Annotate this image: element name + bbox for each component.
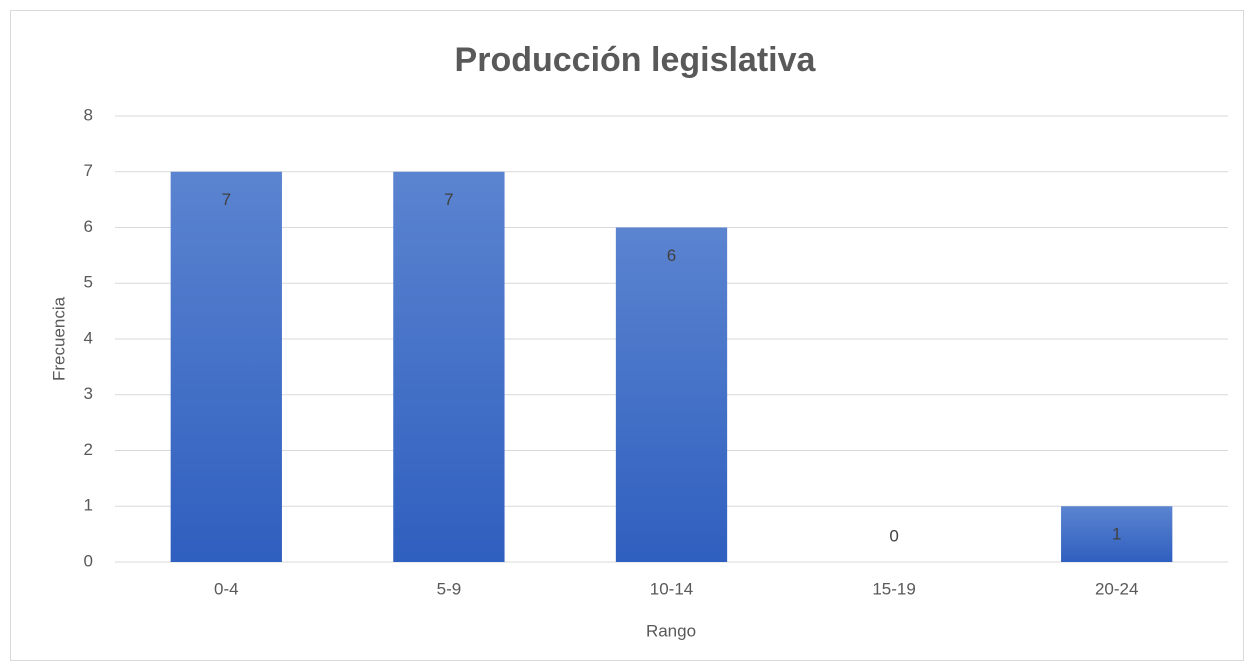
- bar: [1061, 506, 1173, 562]
- y-tick-label: 2: [84, 440, 93, 459]
- x-tick-label: 20-24: [1095, 579, 1138, 598]
- y-tick-label: 6: [84, 217, 93, 236]
- data-label: 0: [889, 526, 898, 545]
- x-tick-label: 10-14: [650, 579, 693, 598]
- bar: [393, 171, 505, 562]
- y-tick-label: 0: [84, 551, 93, 570]
- x-tick-label: 0-4: [214, 579, 239, 598]
- data-label: 1: [1112, 525, 1121, 544]
- y-tick-label: 5: [84, 273, 93, 292]
- x-tick-label: 5-9: [437, 579, 462, 598]
- bar: [170, 171, 282, 562]
- data-label: 7: [222, 190, 231, 209]
- y-tick-label: 1: [84, 496, 93, 515]
- x-tick-label: 15-19: [872, 579, 915, 598]
- y-axis-label: Frecuencia: [49, 296, 68, 381]
- bar: [615, 227, 728, 562]
- data-label: 7: [444, 190, 453, 209]
- y-tick-label: 8: [84, 105, 93, 124]
- x-axis-label: Rango: [646, 621, 696, 640]
- y-tick-label: 3: [84, 384, 93, 403]
- y-tick-label: 7: [84, 161, 93, 180]
- y-tick-label: 4: [84, 328, 93, 347]
- chart-title: Producción legislativa: [455, 41, 817, 79]
- data-label: 6: [667, 246, 676, 265]
